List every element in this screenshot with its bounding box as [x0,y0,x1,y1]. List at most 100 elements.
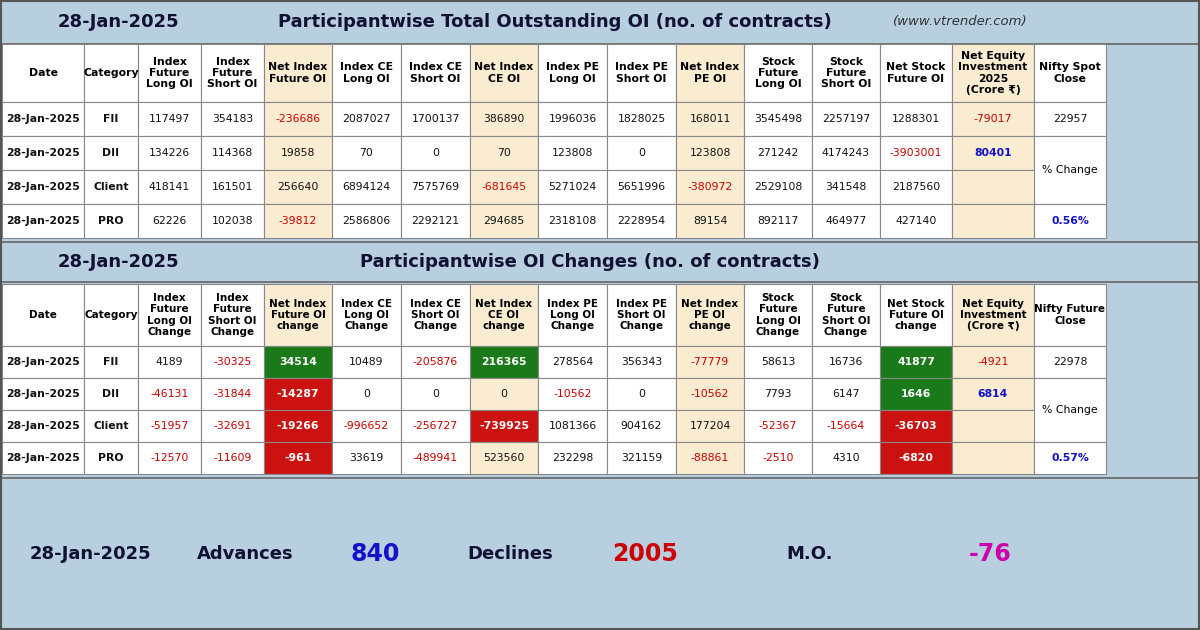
Text: 62226: 62226 [152,216,187,226]
Text: -489941: -489941 [413,453,458,463]
Text: 1996036: 1996036 [548,114,596,124]
Text: Net Index
CE OI
change: Net Index CE OI change [475,299,533,331]
Bar [0,0,1200,44]
Text: -31844: -31844 [214,389,252,399]
Bar [607,170,676,204]
Text: 16736: 16736 [829,357,863,367]
Text: Index CE
Short OI
Change: Index CE Short OI Change [410,299,461,331]
Bar [607,346,676,378]
Bar [332,204,401,238]
Text: 28-Jan-2025: 28-Jan-2025 [6,357,80,367]
Text: 177204: 177204 [689,421,731,431]
Bar [744,102,812,136]
Bar [401,442,470,474]
Bar [812,378,880,410]
Text: 1828025: 1828025 [617,114,666,124]
Text: -380972: -380972 [688,182,733,192]
Bar [264,44,332,102]
Text: 2005: 2005 [612,542,678,566]
Bar [952,44,1034,102]
Text: 354183: 354183 [212,114,253,124]
Bar [264,346,332,378]
Bar [952,284,1034,346]
Text: -19266: -19266 [277,421,319,431]
Bar [470,410,538,442]
Text: -205876: -205876 [413,357,458,367]
Text: -46131: -46131 [150,389,188,399]
Bar [607,204,676,238]
Bar [401,44,470,102]
Bar [1034,442,1106,474]
Text: -36703: -36703 [895,421,937,431]
Bar [744,378,812,410]
Bar [812,102,880,136]
Bar [202,284,264,346]
Text: 464977: 464977 [826,216,866,226]
Bar [880,442,952,474]
Text: 1288301: 1288301 [892,114,940,124]
Bar [84,442,138,474]
Bar [1034,136,1106,204]
Text: 41877: 41877 [898,357,935,367]
Text: 4310: 4310 [832,453,860,463]
Text: -10562: -10562 [691,389,730,399]
Bar [84,170,138,204]
Bar [264,204,332,238]
Text: Participantwise OI Changes (no. of contracts): Participantwise OI Changes (no. of contr… [360,253,820,271]
Bar [332,102,401,136]
Text: 19858: 19858 [281,148,316,158]
Bar [538,102,607,136]
Bar [401,136,470,170]
Text: 341548: 341548 [826,182,866,192]
Bar [2,410,84,442]
Bar [812,170,880,204]
Bar [401,170,470,204]
Bar [812,204,880,238]
Bar [202,136,264,170]
Bar [0,242,1200,282]
Text: Stock
Future
Long OI: Stock Future Long OI [755,57,802,89]
Bar [84,102,138,136]
Bar [744,442,812,474]
Text: Declines: Declines [467,545,553,563]
Bar [607,378,676,410]
Text: % Change: % Change [1042,405,1098,415]
Text: 5271024: 5271024 [548,182,596,192]
Text: 0: 0 [432,148,439,158]
Text: -51957: -51957 [150,421,188,431]
Text: 7793: 7793 [764,389,792,399]
Text: 216365: 216365 [481,357,527,367]
Text: 28-Jan-2025: 28-Jan-2025 [6,389,80,399]
Text: 356343: 356343 [620,357,662,367]
Bar [470,102,538,136]
Text: 22978: 22978 [1052,357,1087,367]
Text: 28-Jan-2025: 28-Jan-2025 [29,545,151,563]
Bar [676,44,744,102]
Bar [1034,378,1106,442]
Text: M.O.: M.O. [787,545,833,563]
Bar [538,204,607,238]
Bar [607,102,676,136]
Text: 161501: 161501 [212,182,253,192]
Bar [812,284,880,346]
Text: 168011: 168011 [689,114,731,124]
Bar [401,284,470,346]
Bar [538,410,607,442]
Text: 7575769: 7575769 [412,182,460,192]
Text: 2187560: 2187560 [892,182,940,192]
Bar [1034,346,1106,378]
Text: % Change: % Change [1042,165,1098,175]
Bar [676,136,744,170]
Bar [880,44,952,102]
Bar [812,442,880,474]
Bar [538,136,607,170]
Text: 28-Jan-2025: 28-Jan-2025 [58,253,179,271]
Text: 0.56%: 0.56% [1051,216,1088,226]
Text: Index CE
Long OI
Change: Index CE Long OI Change [341,299,392,331]
Text: -10562: -10562 [553,389,592,399]
Bar [1034,284,1106,346]
Bar [202,346,264,378]
Bar [744,284,812,346]
Text: 321159: 321159 [620,453,662,463]
Text: Stock
Future
Long OI
Change: Stock Future Long OI Change [756,293,800,337]
